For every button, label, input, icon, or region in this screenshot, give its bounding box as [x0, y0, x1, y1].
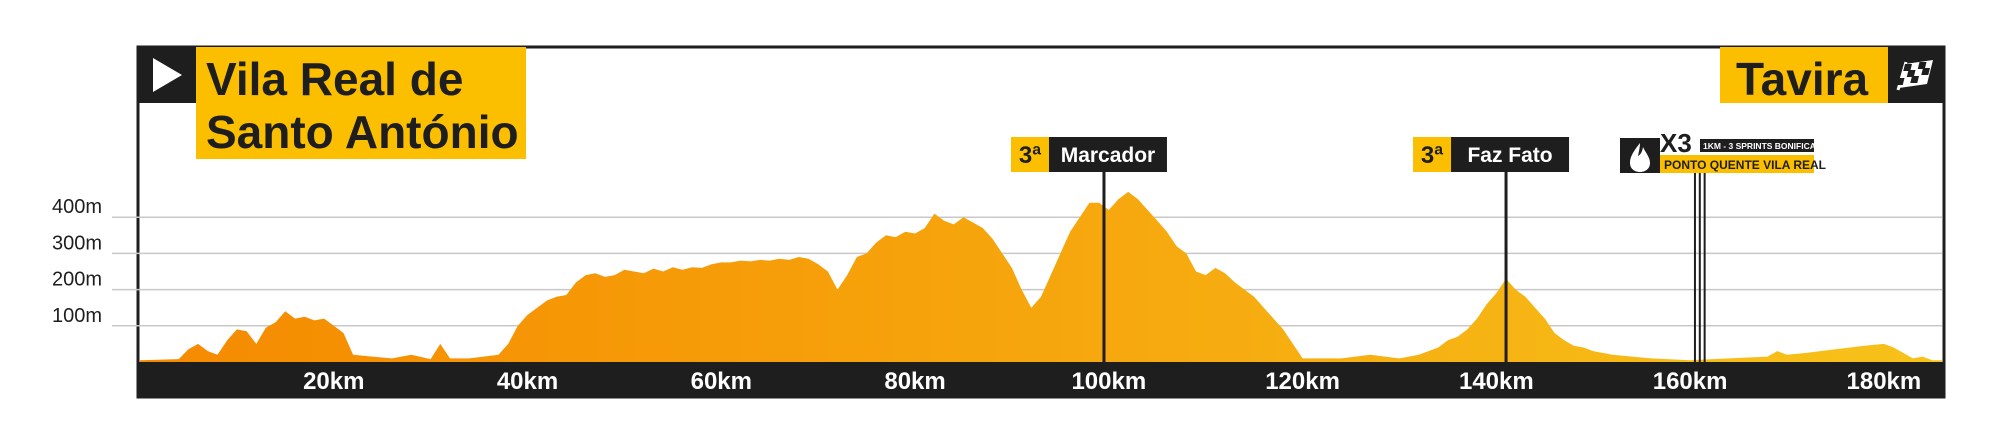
- y-axis-labels: 100m 200m 300m 400m: [52, 196, 102, 327]
- x-tick-label: 120km: [1265, 368, 1340, 395]
- climb-name-box: [1451, 137, 1570, 172]
- finish-badge: Tavira: [1720, 47, 1944, 105]
- climb-category-box: [1413, 137, 1452, 172]
- elevation-profile-area: [140, 191, 1942, 362]
- x-tick-label: 40km: [497, 368, 558, 395]
- flame-icon: [1630, 143, 1650, 172]
- x-tick-label: 80km: [884, 368, 945, 395]
- x-tick-label: 140km: [1459, 368, 1534, 395]
- sprint-subtitle: 1KM - 3 SPRINTS BONIFICADOS: [1703, 141, 1835, 151]
- x-axis-bar: [138, 362, 1944, 397]
- markers: 3ª Marcador 3ª Faz Fato: [1010, 137, 1706, 362]
- x-tick-label: 60km: [691, 368, 752, 395]
- start-label-line1: Vila Real de: [206, 53, 463, 105]
- x-tick-label: 180km: [1847, 368, 1922, 395]
- y-tick-label: 400m: [52, 196, 102, 218]
- climb-name: Faz Fato: [1467, 144, 1552, 167]
- x-tick-label: 100km: [1071, 368, 1146, 395]
- sprint-multiplier: X3: [1660, 128, 1692, 158]
- play-icon: [153, 58, 182, 92]
- climb-category-box: [1010, 137, 1049, 172]
- x-tick-label: 160km: [1653, 368, 1728, 395]
- y-tick-label: 300m: [52, 232, 102, 254]
- sprint-badge: X3 1KM - 3 SPRINTS BONIFICADOS PONTO QUE…: [1620, 128, 1835, 173]
- sprint-label: PONTO QUENTE VILA REAL: [1664, 158, 1826, 172]
- finish-label: Tavira: [1736, 53, 1869, 105]
- climb-name-box: [1048, 137, 1167, 172]
- climb-category: 3ª: [1421, 142, 1443, 169]
- start-label-line2: Santo António: [206, 106, 519, 158]
- climb-marker: 3ª Faz Fato: [1413, 137, 1570, 362]
- y-tick-label: 100m: [52, 305, 102, 327]
- x-tick-label: 20km: [303, 368, 364, 395]
- x-axis-labels: 20km 40km 60km 80km 100km 120km 140km 160km 180k…: [303, 368, 1921, 395]
- climb-marker: 3ª Marcador: [1010, 137, 1167, 362]
- checkered-flag-icon: [1895, 60, 1933, 91]
- climb-category: 3ª: [1019, 142, 1041, 169]
- start-badge: Vila Real de Santo António: [138, 47, 526, 159]
- y-tick-label: 200m: [52, 269, 102, 291]
- climb-name: Marcador: [1061, 144, 1156, 167]
